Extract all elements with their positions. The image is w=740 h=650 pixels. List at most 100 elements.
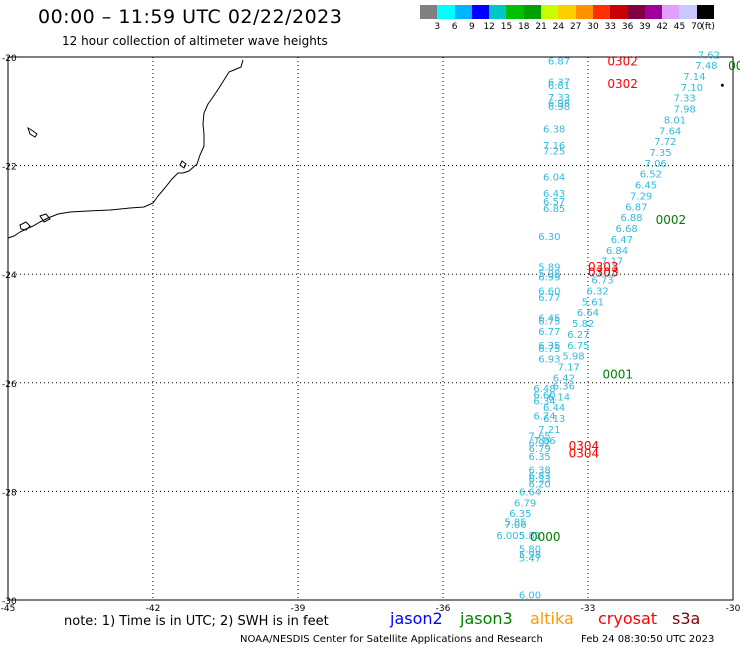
swh-value-label: 6.83	[529, 471, 551, 482]
swh-value-label: 7.29	[630, 191, 652, 202]
lon-tick-label: -30	[726, 604, 740, 614]
island-outline	[179, 160, 187, 169]
swh-value-label: 5.80	[519, 544, 541, 555]
color-scale-tick: 9	[469, 22, 475, 32]
swh-value-label: 7.33	[548, 93, 570, 104]
track-id-label: 0304	[569, 446, 600, 460]
swh-value-label: 6.35	[509, 509, 531, 520]
color-scale-tick: 36	[621, 22, 634, 32]
swh-value-label: 7.17	[558, 363, 580, 374]
swh-value-label: 7.33	[674, 94, 696, 105]
swh-value-label: 6.20	[529, 479, 551, 490]
swh-value-label: 6.81	[548, 81, 570, 92]
swh-value-label: 6.43	[543, 189, 565, 200]
swh-value-label: 6.75	[567, 341, 589, 352]
color-scale-tick: 21	[535, 22, 547, 32]
lat-tick-label: -28	[2, 488, 17, 498]
lon-tick-label: -45	[1, 604, 16, 614]
swh-value-label: 6.30	[538, 232, 560, 243]
credit-line: NOAA/NESDIS Center for Satellite Applica…	[240, 634, 543, 645]
swh-value-label: 5.98	[519, 550, 541, 561]
color-swatch	[610, 5, 628, 19]
color-scale-tick: 30	[587, 22, 599, 32]
swh-value-label: 6.99	[538, 272, 560, 283]
lon-tick-label: -42	[146, 604, 161, 614]
swh-value-label: 7.06	[533, 436, 555, 447]
swh-value-label: 5.47	[519, 554, 541, 565]
swh-value-label: 6.35	[538, 341, 560, 352]
swh-value-label: 6.47	[611, 235, 633, 246]
track-id-label: 0302	[607, 54, 638, 68]
swh-value-label: 6.37	[548, 77, 570, 88]
color-swatch	[662, 5, 680, 19]
color-scale-tick: 15	[500, 22, 513, 32]
color-swatch	[523, 5, 542, 19]
color-swatch	[592, 5, 611, 19]
swh-value-label: 6.35	[529, 452, 551, 463]
swh-value-label: 6.60	[533, 391, 555, 402]
bay-outline	[19, 221, 31, 231]
swh-value-label: 6.38	[529, 466, 551, 477]
swh-value-label: 7.10	[681, 83, 703, 94]
color-scale-tick: 42	[656, 22, 668, 32]
swh-value-label: 7.14	[683, 72, 705, 83]
track-id-label: 0001	[603, 368, 634, 382]
swh-value-label: 6.68	[616, 224, 638, 235]
track-id-label: 00	[728, 59, 740, 73]
island-outline	[27, 126, 38, 138]
swh-value-label: 6.64	[577, 308, 599, 319]
map-frame	[7, 56, 734, 601]
track-end-dot	[720, 83, 724, 87]
swh-value-label: 6.87	[548, 56, 570, 67]
color-swatch	[471, 5, 490, 19]
swh-value-label: 7.48	[695, 61, 717, 72]
swh-value-label: 6.98	[548, 99, 570, 110]
color-scale-tick: 18	[518, 22, 530, 32]
coastline	[7, 59, 244, 239]
footnote: note: 1) Time is in UTC; 2) SWH is in fe…	[64, 614, 329, 629]
color-scale-tick: 70	[691, 22, 703, 32]
swh-value-label: 5.61	[582, 297, 604, 308]
color-scale-tick: 6	[451, 22, 458, 32]
swh-value-label: 6.75	[538, 344, 560, 355]
color-scale-tick: (ft)	[701, 22, 715, 32]
legend-entry-altika: altika	[530, 609, 574, 628]
swh-value-label: 7.64	[659, 126, 681, 137]
swh-value-label: 7.62	[698, 50, 720, 61]
color-scale-tick: 33	[604, 22, 617, 32]
swh-value-label: 6.79	[529, 444, 551, 455]
color-swatch	[489, 5, 507, 19]
swh-value-label: 6.27	[567, 330, 589, 341]
swh-value-label: 7.72	[654, 137, 676, 148]
lat-tick-label: -26	[2, 380, 17, 390]
swh-value-label: 6.73	[591, 276, 613, 287]
swh-value-label: 6.87	[625, 202, 647, 213]
swh-value-label: 7.65	[529, 431, 551, 442]
swh-value-label: 6.45	[635, 181, 657, 192]
swh-value-label: 6.57	[543, 197, 565, 208]
color-swatch	[679, 5, 697, 19]
track-id-label: 0002	[656, 213, 687, 227]
swh-value-label: 5.98	[538, 269, 560, 280]
track-id-label: 0303	[588, 260, 619, 274]
swh-value-label: 6.98	[548, 102, 570, 113]
swh-value-label: 6.45	[538, 314, 560, 325]
swh-value-label: 7.06	[645, 159, 667, 170]
swh-value-label: 6.13	[543, 414, 565, 425]
track-id-label: 0304	[569, 439, 600, 453]
legend-entry-s3a: s3a	[672, 609, 701, 628]
swh-value-label: 6.36	[553, 382, 575, 393]
swh-value-label: 6.85	[543, 204, 565, 215]
lon-tick-label: -33	[581, 604, 596, 614]
lat-tick-label: -22	[2, 163, 17, 173]
swh-value-label: 7.17	[601, 257, 623, 268]
swh-value-label: 6.60	[538, 286, 560, 297]
color-swatch	[558, 5, 576, 19]
track-id-label: 0302	[607, 77, 638, 91]
color-scale-tick: 24	[552, 22, 565, 32]
color-swatch	[437, 5, 455, 19]
bay-outline	[39, 213, 51, 223]
legend-entry-jason2: jason2	[390, 609, 443, 628]
swh-value-label: 8.01	[664, 115, 686, 126]
